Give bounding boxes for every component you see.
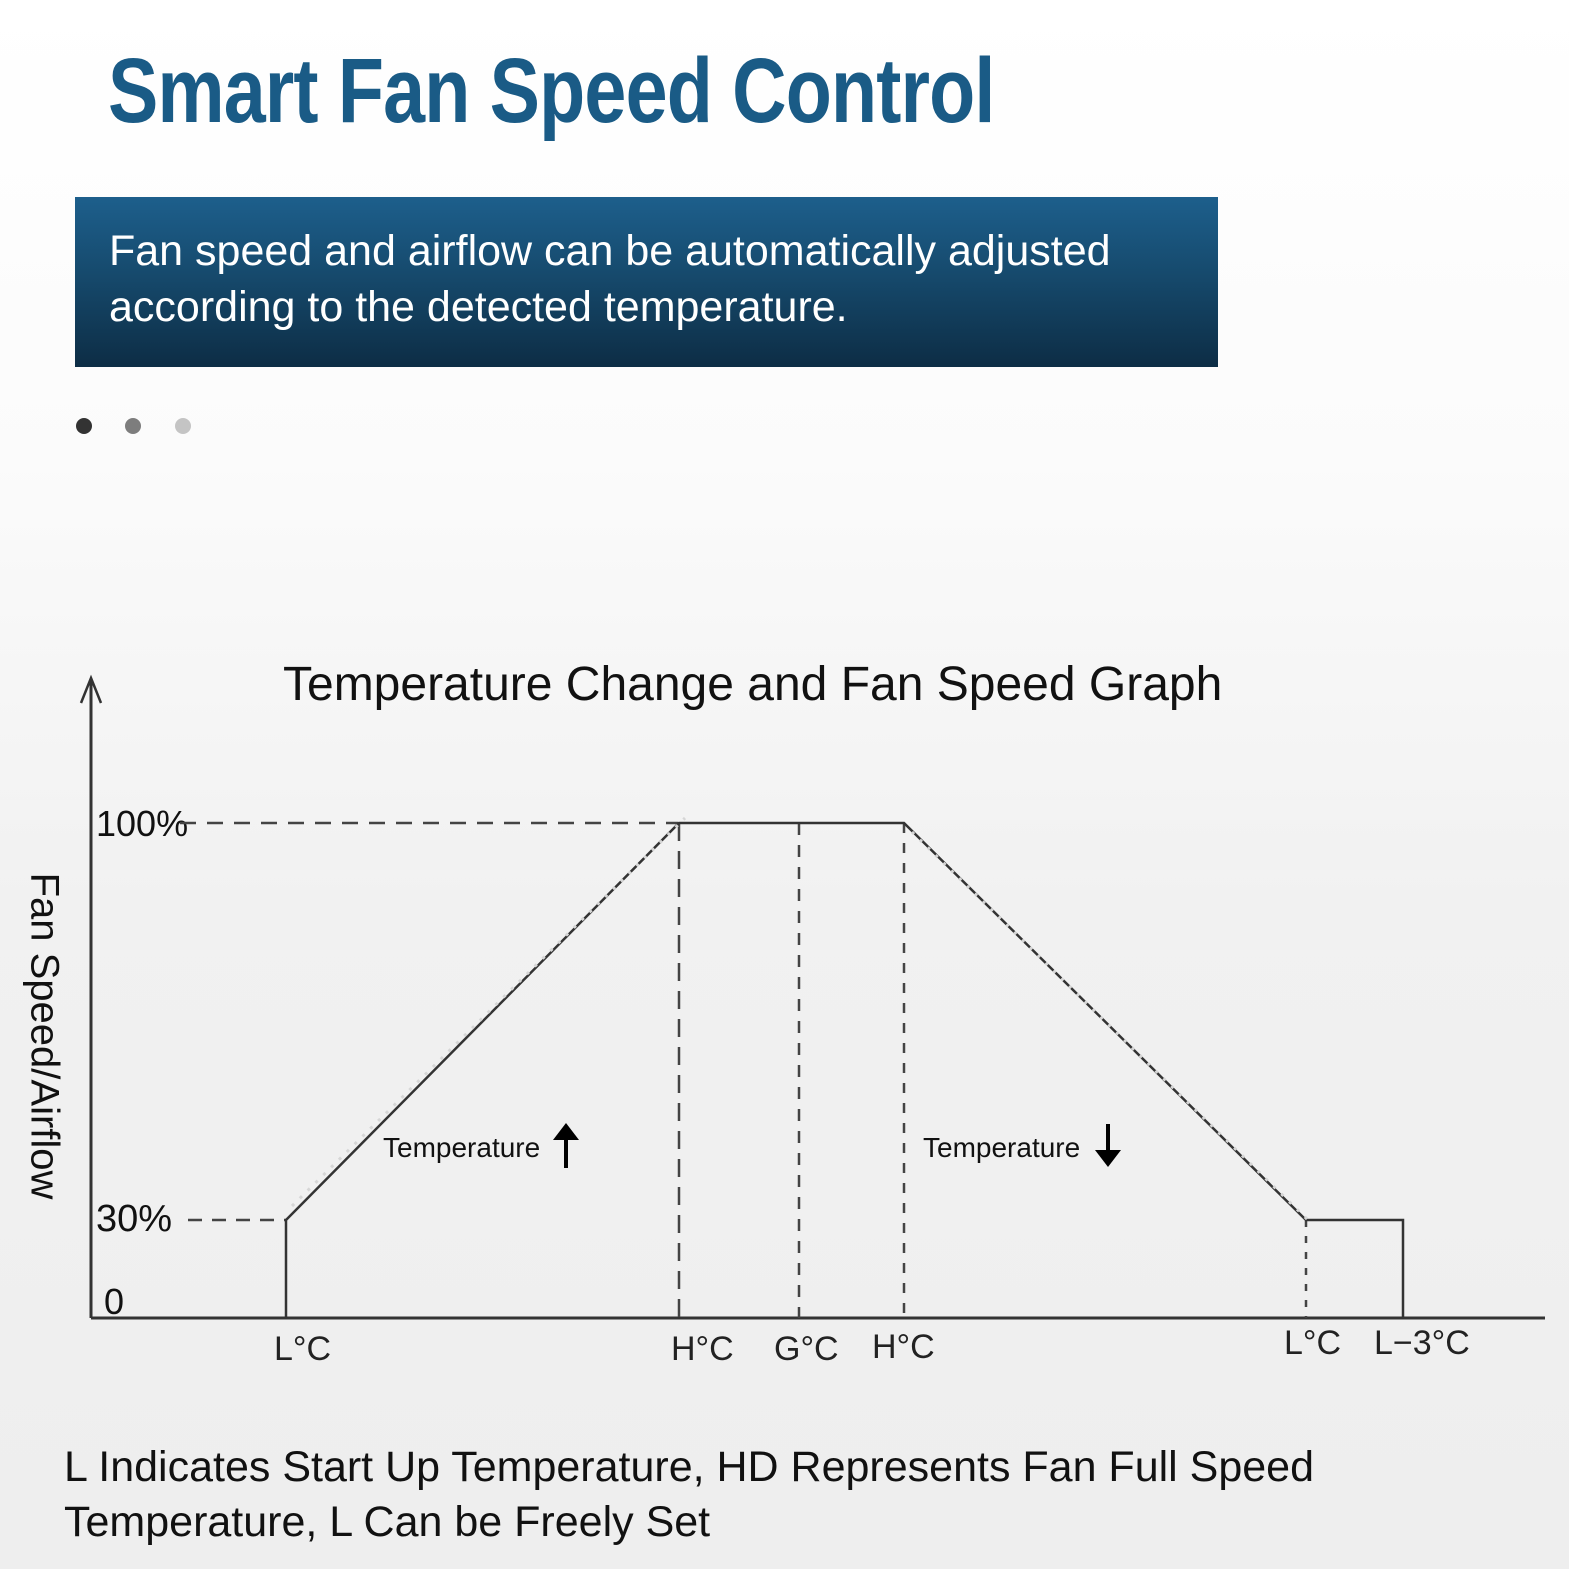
x-tick-h-rise: H°C bbox=[671, 1330, 734, 1368]
annotation-temperature-down: Temperature bbox=[923, 1132, 1080, 1163]
series-temperature-rising bbox=[284, 821, 799, 1318]
footnote: L Indicates Start Up Temperature, HD Rep… bbox=[64, 1443, 1315, 1546]
x-tick-g: G°C bbox=[774, 1330, 839, 1368]
carousel-dot-3[interactable] bbox=[175, 418, 191, 434]
y-tick-100: 100% bbox=[96, 803, 188, 844]
x-tick-h-fall: H°C bbox=[872, 1328, 935, 1366]
x-tick-l-minus-3: L−3°C bbox=[1374, 1324, 1470, 1362]
series-shadow bbox=[290, 816, 687, 1208]
carousel-dot-1[interactable] bbox=[76, 418, 92, 434]
arrow-down-icon bbox=[1095, 1124, 1121, 1167]
annotation-temperature-up: Temperature bbox=[383, 1132, 540, 1163]
y-tick-30: 30% bbox=[96, 1198, 172, 1240]
chart-title: Temperature Change and Fan Speed Graph bbox=[283, 658, 1223, 711]
y-axis-label: Fan Speed/Airflow bbox=[22, 872, 67, 1200]
arrow-up-icon bbox=[553, 1123, 579, 1168]
carousel-dot-2[interactable] bbox=[125, 418, 141, 434]
banner-text: Fan speed and airflow can be automatical… bbox=[109, 227, 1111, 331]
x-tick-l-rise: L°C bbox=[274, 1330, 331, 1368]
x-tick-l-fall: L°C bbox=[1284, 1324, 1341, 1362]
series-temperature-falling bbox=[799, 821, 1405, 1318]
y-axis-arrow-icon bbox=[79, 674, 103, 704]
description-banner: Fan speed and airflow can be automatical… bbox=[75, 197, 1218, 367]
page-title: Smart Fan Speed Control bbox=[108, 40, 995, 142]
fan-speed-chart: 100% 30% 0 Temperature Temperature L°C H… bbox=[79, 674, 1545, 1368]
y-tick-0: 0 bbox=[104, 1281, 124, 1322]
